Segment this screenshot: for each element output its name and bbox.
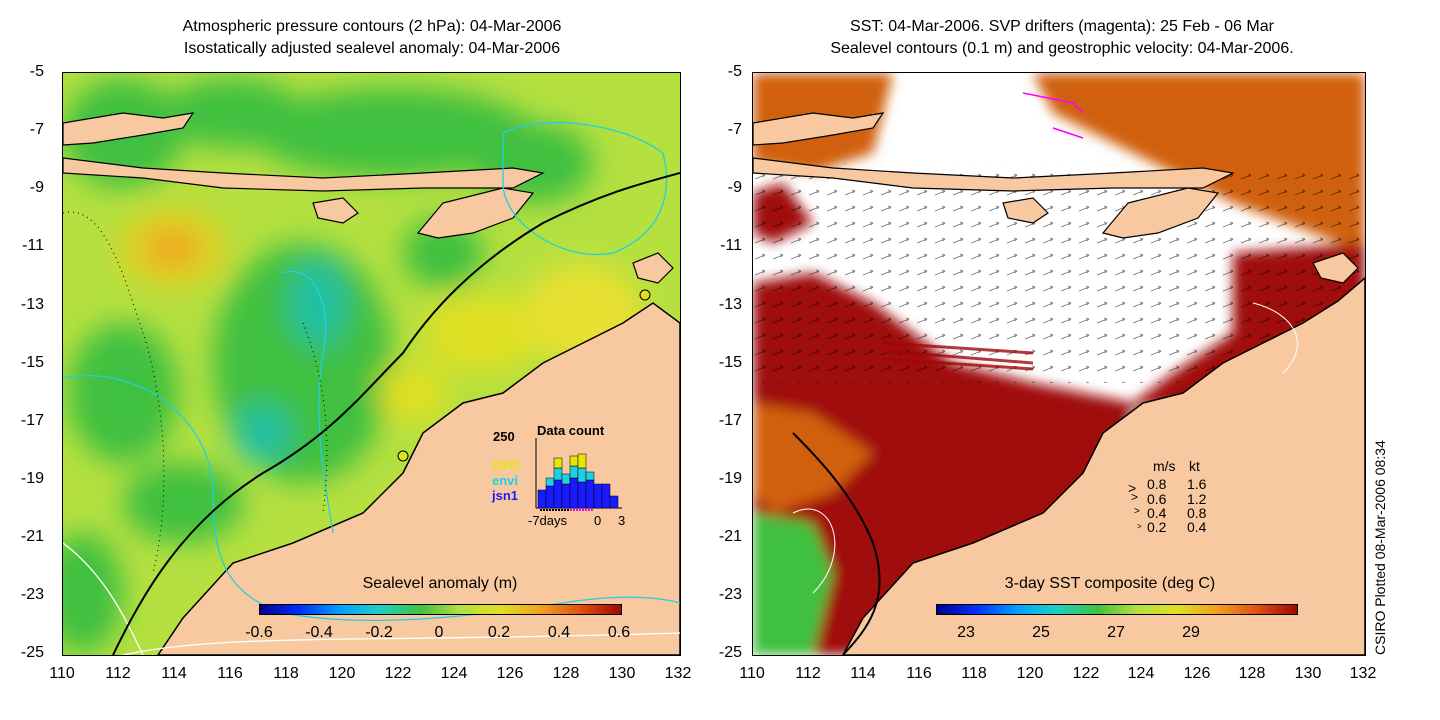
x-tick-label: 114 [850,665,876,682]
inset-xaxis-zero: 0 [594,513,602,528]
x-tick-label: 126 [1183,665,1211,682]
left-title-line1: Atmospheric pressure contours (2 hPa): 0… [182,18,562,35]
x-tick-label: 112 [105,665,131,682]
left-map-graphic [63,73,680,655]
inset-sat-gfo: GFO [492,458,521,473]
inset-sat-jsn1: jsn1 [492,488,519,503]
velocity-header-ms: m/s [1153,458,1176,474]
velocity-header-kt: kt [1189,458,1200,474]
x-tick-label: 124 [1127,665,1155,682]
x-tick-label: 116 [906,665,932,682]
inset-sat-envi: envi [492,473,519,488]
velocity-ms: 0.8 [1147,476,1167,492]
x-tick-label: 120 [1016,665,1044,682]
inset-histogram [535,438,622,511]
left-cbar-tick: 0.6 [607,624,631,641]
y-tick-label: -13 [20,296,44,313]
inset-ymax: 250 [493,429,515,444]
x-tick-label: 110 [739,665,765,682]
right-title-line2: Sealevel contours (0.1 m) and geostrophi… [830,40,1294,57]
left-colorbar-title: Sealevel anomaly (m) [362,575,518,592]
inset-xaxis-right: 3 [618,513,626,528]
x-tick-label: 128 [1238,665,1266,682]
y-tick-label: -11 [720,237,742,254]
x-tick-label: 122 [384,665,412,682]
x-tick-label: 118 [961,665,987,682]
left-map-sealevel-anomaly[interactable] [62,72,681,656]
y-tick-label: -15 [718,354,742,371]
velocity-kt: 1.2 [1187,491,1207,507]
x-tick-label: 130 [1294,665,1322,682]
left-title-line2: Isostatically adjusted sealevel anomaly:… [183,40,561,57]
inset-bars [537,453,619,509]
y-tick-label: -7 [727,121,742,138]
y-tick-label: -17 [718,412,742,429]
velocity-kt: 0.4 [1187,519,1207,535]
velocity-ms: 0.2 [1147,519,1167,535]
left-cbar-tick: -0.6 [245,624,273,641]
x-tick-label: 130 [608,665,636,682]
x-tick-label: 118 [273,665,299,682]
velocity-kt: 1.6 [1187,476,1207,492]
x-tick-label: 132 [664,665,692,682]
velocity-arrow-icon: > [1128,480,1137,496]
right-cbar-tick: 27 [1107,624,1125,641]
y-tick-label: -25 [718,644,742,661]
velocity-kt: 0.8 [1187,505,1207,521]
right-cbar-tick: 25 [1032,624,1050,641]
velocity-ms: 0.4 [1147,505,1167,521]
y-tick-label: -15 [20,354,44,371]
y-tick-label: -5 [727,63,742,80]
right-cbar-tick: 29 [1182,624,1200,641]
y-tick-label: -7 [29,121,44,138]
y-tick-label: -9 [727,179,742,196]
plot-credit: CSIRO Plotted 08-Mar-2006 08:34 [1372,440,1388,655]
left-cbar-tick: 0 [434,624,444,641]
y-tick-label: -21 [20,528,44,545]
y-tick-label: -19 [718,470,742,487]
x-tick-label: 114 [161,665,187,682]
x-tick-label: 120 [328,665,356,682]
y-tick-label: -13 [718,296,742,313]
right-map-graphic [753,73,1365,655]
y-tick-label: -25 [20,644,44,661]
left-cbar-tick: -0.4 [305,624,333,641]
x-tick-label: 128 [552,665,580,682]
x-tick-label: 110 [49,665,75,682]
x-tick-label: 112 [795,665,821,682]
right-cbar-tick: 23 [957,624,975,641]
y-tick-label: -17 [20,412,44,429]
y-tick-label: -23 [20,586,44,603]
x-tick-label: 116 [217,665,243,682]
velocity-ms: 0.6 [1147,491,1167,507]
right-colorbar-title: 3-day SST composite (deg C) [1004,575,1216,592]
right-map-sst[interactable] [752,72,1366,656]
inset-xaxis-left: -7days [528,513,568,528]
left-cbar-tick: -0.2 [365,624,393,641]
left-title: Atmospheric pressure contours (2 hPa): 0… [62,16,682,60]
x-tick-label: 126 [496,665,524,682]
x-tick-label: 132 [1349,665,1377,682]
y-tick-label: -21 [718,528,742,545]
y-tick-label: -11 [22,237,44,254]
y-tick-label: -5 [29,63,44,80]
x-tick-label: 122 [1072,665,1100,682]
y-tick-label: -9 [29,179,44,196]
y-tick-label: -23 [718,586,742,603]
velocity-arrow-icon: > [1134,506,1140,517]
right-title-line1: SST: 04-Mar-2006. SVP drifters (magenta)… [850,18,1274,35]
left-cbar-tick: 0.2 [487,624,511,641]
left-cbar-tick: 0.4 [547,624,571,641]
y-tick-label: -19 [20,470,44,487]
x-tick-label: 124 [440,665,468,682]
velocity-arrow-icon: > [1131,490,1139,504]
velocity-arrow-icon: > [1137,522,1142,531]
inset-title: Data count [537,423,605,438]
right-colorbar [936,604,1298,615]
left-colorbar [259,604,622,615]
right-title: SST: 04-Mar-2006. SVP drifters (magenta)… [752,16,1372,60]
